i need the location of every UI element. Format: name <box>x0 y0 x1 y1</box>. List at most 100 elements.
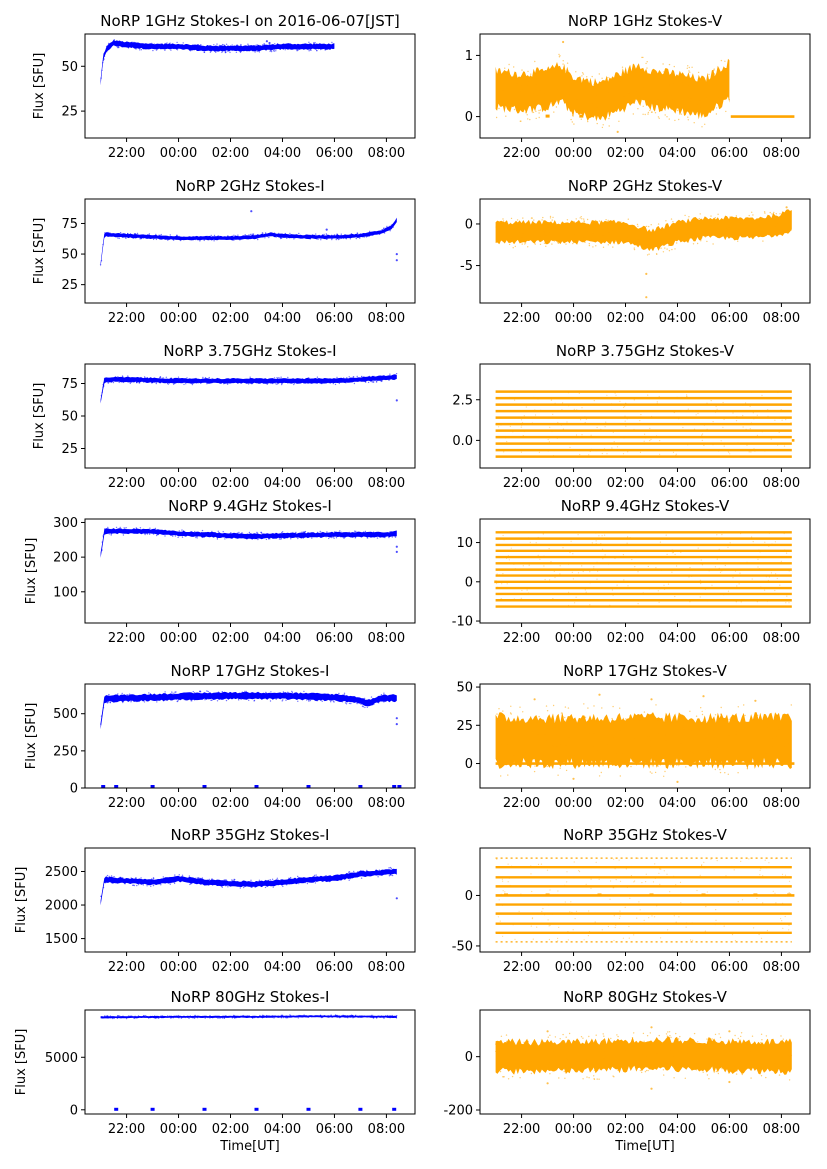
data-point <box>503 90 505 93</box>
data-point <box>140 46 142 49</box>
data-point <box>370 1014 373 1017</box>
data-point <box>118 237 121 239</box>
data-point <box>194 1016 196 1018</box>
data-point <box>707 78 709 80</box>
data-point <box>316 49 318 52</box>
data-point <box>516 1048 519 1051</box>
data-point <box>710 858 712 860</box>
data-point <box>510 217 513 220</box>
data-point <box>513 228 515 230</box>
data-point <box>643 440 645 442</box>
data-point <box>581 75 583 77</box>
data-point <box>116 1017 119 1019</box>
data-point <box>712 444 714 446</box>
data-point <box>282 699 284 701</box>
x-tick-label: 04:00 <box>264 476 301 491</box>
data-point <box>503 747 505 750</box>
data-point <box>278 880 280 882</box>
data-point <box>543 92 545 94</box>
data-point <box>208 239 210 241</box>
data-point <box>518 910 520 912</box>
data-point <box>291 880 293 882</box>
data-point <box>631 99 633 101</box>
data-point <box>714 411 717 413</box>
data-point <box>281 383 283 386</box>
data-point <box>552 455 555 457</box>
data-point <box>651 234 653 236</box>
data-point <box>119 1015 121 1017</box>
data-point <box>588 243 590 245</box>
data-point <box>332 878 334 880</box>
data-point <box>715 405 717 407</box>
data-point <box>598 1078 600 1080</box>
data-point <box>781 873 784 875</box>
data-point <box>301 235 303 237</box>
data-point <box>665 1033 668 1035</box>
data-point <box>658 601 660 603</box>
data-point <box>293 536 295 538</box>
data-point <box>342 532 345 534</box>
data-point <box>287 234 290 236</box>
data-point <box>225 43 228 45</box>
data-point <box>355 872 358 874</box>
data-point <box>315 693 318 695</box>
data-point <box>503 72 505 75</box>
data-point <box>565 1045 567 1047</box>
data-point <box>383 701 385 703</box>
data-point <box>647 735 650 738</box>
data-point <box>318 43 320 45</box>
data-point <box>254 886 256 888</box>
data-point <box>183 698 185 701</box>
data-point <box>139 43 142 45</box>
data-point <box>221 1017 224 1019</box>
data-point <box>573 408 575 410</box>
data-point <box>152 877 155 880</box>
data-outlier <box>572 777 575 780</box>
data-point <box>292 379 294 381</box>
data-point <box>635 1063 637 1066</box>
data-point <box>159 43 161 45</box>
data-point <box>269 879 271 881</box>
data-point <box>182 42 184 44</box>
data-point <box>101 541 104 543</box>
data-point <box>336 694 338 696</box>
data-point <box>509 75 511 77</box>
data-point <box>253 537 256 540</box>
data-point <box>155 238 158 241</box>
data-point <box>768 862 770 864</box>
data-point <box>670 95 672 97</box>
data-point <box>186 46 188 49</box>
data-point <box>695 423 697 425</box>
data-point <box>178 530 180 532</box>
data-point <box>154 527 157 530</box>
data-point <box>571 121 573 123</box>
data-point <box>784 226 787 228</box>
data-point <box>684 214 686 217</box>
data-point <box>240 692 243 694</box>
data-point <box>658 99 661 101</box>
data-point <box>206 695 208 697</box>
data-point <box>318 234 320 237</box>
data-point <box>531 917 534 919</box>
data-point <box>225 536 227 539</box>
data-point <box>267 879 270 882</box>
data-point <box>148 233 151 235</box>
data-point <box>562 60 564 62</box>
data-point <box>542 753 545 756</box>
data-point <box>121 695 123 698</box>
data-point <box>117 880 119 882</box>
data-point <box>530 873 532 875</box>
data-point <box>306 699 308 701</box>
data-point <box>543 230 546 232</box>
x-tick-label: 06:00 <box>711 146 748 161</box>
data-point <box>110 530 113 532</box>
data-point <box>150 45 152 48</box>
panel-title: NoRP 9.4GHz Stokes-I <box>168 497 332 515</box>
data-point <box>166 882 169 884</box>
data-point <box>633 881 635 883</box>
data-point <box>189 876 191 879</box>
data-point <box>275 698 277 700</box>
data-point <box>680 223 683 226</box>
